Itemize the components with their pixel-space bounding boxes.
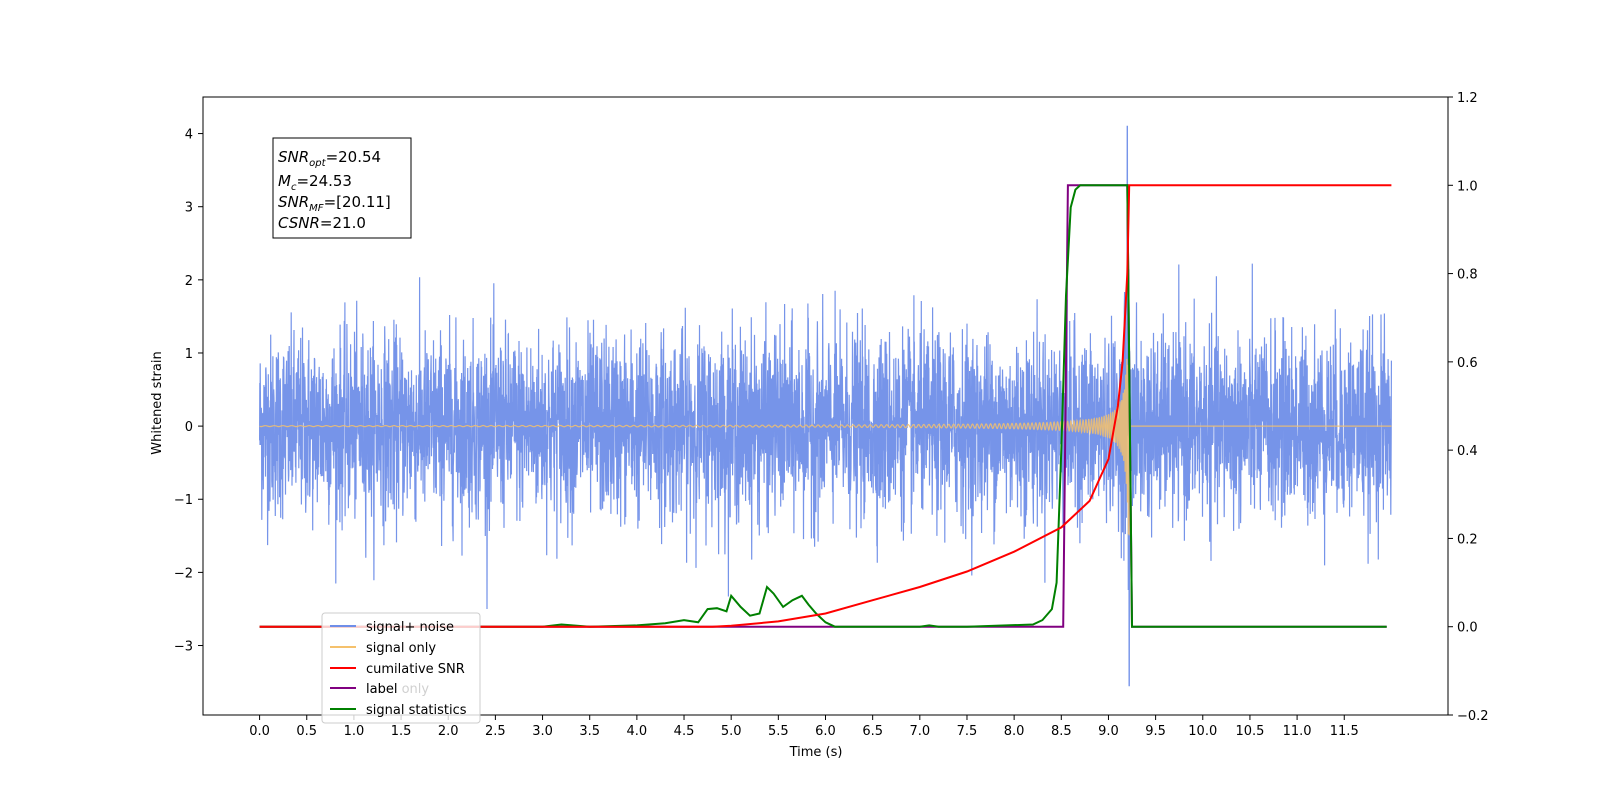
signal-noise-series xyxy=(259,125,1392,687)
x-tick-label: 9.5 xyxy=(1145,724,1166,739)
y-tick-label: 2 xyxy=(185,274,193,289)
legend-label-signal-statistics: signal statistics xyxy=(366,703,467,718)
right-y-tick-label: −0.2 xyxy=(1457,709,1489,724)
x-tick-label: 5.0 xyxy=(721,724,742,739)
legend-label-label: label xyxy=(366,682,397,697)
x-tick-label: 8.0 xyxy=(1004,724,1025,739)
right-y-tick-label: 0.6 xyxy=(1457,356,1478,371)
annotation-box xyxy=(272,137,412,239)
legend-label-cumulative-snr: cumilative SNR xyxy=(366,662,465,677)
signal-only-line xyxy=(259,358,1392,536)
x-tick-label: 1.5 xyxy=(391,724,412,739)
y-tick-label: 1 xyxy=(185,347,193,362)
x-tick-label: 11.5 xyxy=(1330,724,1359,739)
x-tick-label: 4.0 xyxy=(627,724,648,739)
x-tick-label: 10.5 xyxy=(1235,724,1264,739)
x-tick-label: 6.0 xyxy=(815,724,836,739)
x-tick-label: 5.5 xyxy=(768,724,789,739)
x-tick-label: 3.0 xyxy=(532,724,553,739)
x-axis-label: Time (s) xyxy=(789,745,843,760)
y-tick-label: −2 xyxy=(174,566,193,581)
right-y-tick-label: 0.0 xyxy=(1457,621,1478,636)
legend-label-signal-noise: signal+ noise xyxy=(366,620,454,635)
right-y-tick-label: 0.8 xyxy=(1457,268,1478,283)
signal-noise-line xyxy=(259,125,1392,687)
x-tick-label: 10.0 xyxy=(1188,724,1217,739)
x-tick-label: 9.0 xyxy=(1098,724,1119,739)
y-tick-label: 4 xyxy=(185,128,193,143)
right-y-tick-label: 0.2 xyxy=(1457,532,1478,547)
x-tick-label: 7.5 xyxy=(957,724,978,739)
x-tick-label: 1.0 xyxy=(344,724,365,739)
legend-label-label-only: label only xyxy=(366,682,429,697)
y-axis-ticks: 4 3 2 1 0 −1 −2 −3 xyxy=(174,128,203,655)
x-tick-label: 3.5 xyxy=(579,724,600,739)
y-tick-label: −3 xyxy=(174,640,193,655)
x-tick-label: 7.0 xyxy=(909,724,930,739)
x-tick-label: 4.5 xyxy=(674,724,695,739)
x-tick-label: 8.5 xyxy=(1051,724,1072,739)
signal-statistics-line xyxy=(259,184,1387,628)
y-tick-label: 3 xyxy=(185,201,193,216)
x-axis-ticks: 0.0 0.5 1.0 1.5 2.0 2.5 3.0 3.5 4.0 4.5 5.0 5.5 6.0 6… xyxy=(249,715,1359,739)
right-y-tick-label: 1.0 xyxy=(1457,179,1478,194)
annotation-snr-mf: SNRMF=[20.11] xyxy=(278,193,391,214)
x-tick-label: 2.0 xyxy=(438,724,459,739)
x-tick-label: 6.5 xyxy=(862,724,883,739)
signal-only-series xyxy=(259,358,1392,536)
right-y-axis-ticks: 1.2 1.0 0.8 0.6 0.4 0.2 0.0 −0.2 xyxy=(1448,91,1489,724)
right-axis-series xyxy=(259,184,1392,628)
right-y-tick-label: 1.2 xyxy=(1457,91,1478,106)
x-tick-label: 0.5 xyxy=(296,724,317,739)
y-axis-label: Whitened strain xyxy=(150,351,165,454)
x-tick-label: 2.5 xyxy=(485,724,506,739)
x-tick-label: 11.0 xyxy=(1283,724,1312,739)
cumilative-snr-line xyxy=(259,184,1392,628)
legend-label-signal-only: signal only xyxy=(366,641,436,656)
annotation-csnr: CSNR=21.0 xyxy=(278,214,366,232)
annotation-mc: Mc=24.53 xyxy=(278,172,352,193)
annotation-snr-opt: SNRopt=20.54 xyxy=(278,148,381,169)
legend: signal+ noise signal only cumilative SNR… xyxy=(321,612,481,724)
y-tick-label: 0 xyxy=(185,420,193,435)
legend-box xyxy=(321,612,481,724)
stats-annotation: SNRopt=20.54 Mc=24.53 SNRMF=[20.11] CSNR… xyxy=(272,137,412,239)
right-y-tick-label: 0.4 xyxy=(1457,444,1478,459)
y-tick-label: −1 xyxy=(174,493,193,508)
plot-area xyxy=(259,125,1392,687)
x-tick-label: 0.0 xyxy=(249,724,270,739)
